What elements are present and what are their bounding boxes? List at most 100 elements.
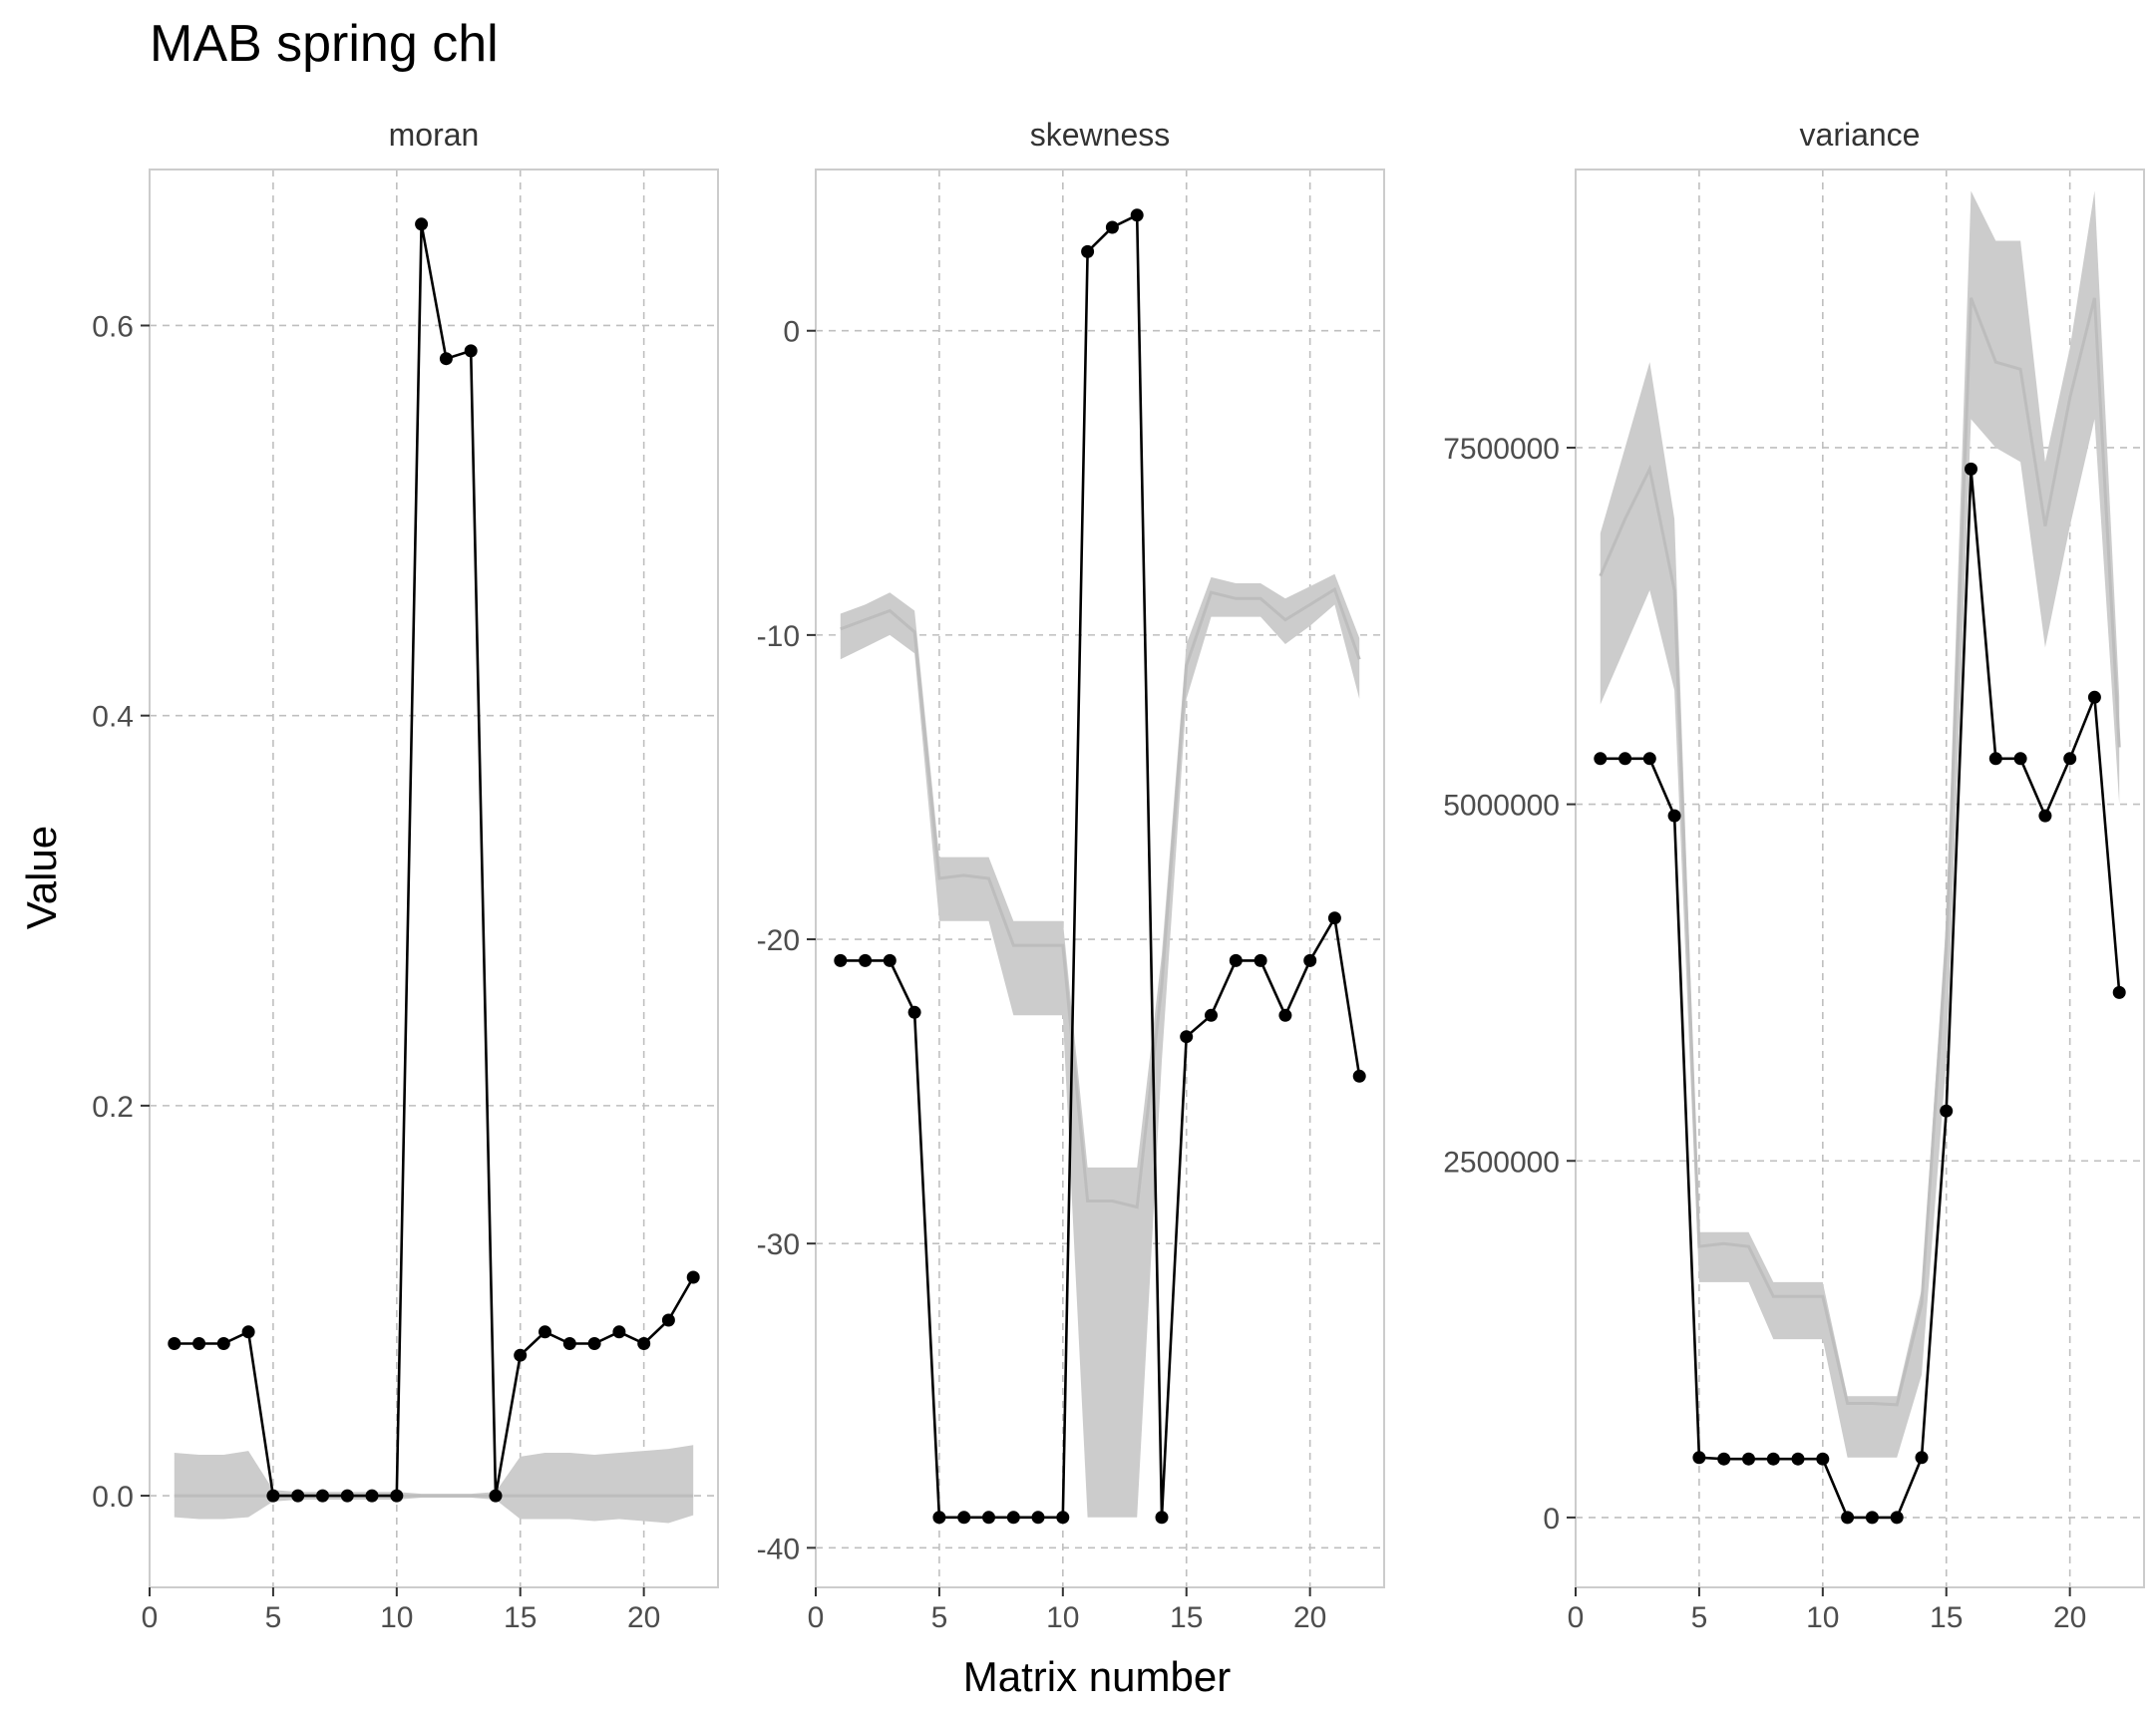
data-point (1692, 1451, 1706, 1465)
panel-variance: variance 0 5 10 15 20 0 2500000 5000000 7500000 (1443, 117, 2145, 1634)
y-tick-label: 7500000 (1443, 433, 1560, 466)
data-point (1056, 1511, 1070, 1525)
data-point (2087, 690, 2101, 704)
data-point (365, 1489, 379, 1503)
x-tick-label: 15 (1930, 1601, 1963, 1634)
data-point (1717, 1452, 1731, 1466)
y-tick-label: -10 (757, 620, 800, 653)
observed-line (840, 212, 1361, 1520)
data-point (1205, 1008, 1218, 1022)
panel-frame (815, 169, 1385, 1588)
data-point (1988, 752, 2002, 766)
data-point (982, 1511, 995, 1525)
data-point (439, 352, 453, 366)
data-point (2112, 985, 2126, 999)
data-point (1352, 1069, 1366, 1083)
data-point (661, 1313, 675, 1327)
data-point (1865, 1511, 1879, 1525)
x-tick-label: 5 (931, 1601, 948, 1634)
data-point (2063, 752, 2077, 766)
data-point (957, 1511, 971, 1525)
data-point (1254, 953, 1267, 967)
x-tick-label: 0 (808, 1601, 825, 1634)
data-point (1766, 1452, 1780, 1466)
data-point (1278, 1008, 1292, 1022)
data-point (1105, 220, 1119, 234)
x-tick-label: 20 (1293, 1601, 1326, 1634)
data-point (1816, 1452, 1830, 1466)
confidence-band (840, 573, 1360, 1518)
data-point (1742, 1452, 1755, 1466)
x-tick-label: 20 (627, 1601, 660, 1634)
data-point (1940, 1104, 1954, 1118)
confidence-band (174, 1445, 694, 1524)
panel-frame (1575, 169, 2145, 1588)
data-point (883, 953, 897, 967)
data-point (464, 344, 478, 358)
x-tick-label: 15 (1170, 1601, 1203, 1634)
y-tick-label: 0.4 (92, 701, 134, 734)
x-tick-label: 5 (1691, 1601, 1708, 1634)
data-point (1841, 1511, 1855, 1525)
x-tick-label: 10 (380, 1601, 413, 1634)
data-point (1155, 1511, 1169, 1525)
panel-title-moran: moran (389, 117, 480, 153)
data-point (168, 1337, 181, 1350)
x-tick-label: 0 (1568, 1601, 1585, 1634)
data-point (932, 1511, 946, 1525)
observed-line (174, 223, 695, 1498)
data-point (514, 1348, 528, 1362)
data-point (907, 1005, 921, 1019)
data-point (637, 1337, 651, 1350)
data-point (192, 1337, 206, 1350)
data-point (859, 953, 873, 967)
data-point (1890, 1511, 1904, 1525)
data-point (2038, 809, 2052, 823)
y-tick-label: 5000000 (1443, 790, 1560, 823)
x-tick-label: 15 (504, 1601, 537, 1634)
y-tick-label: 0.2 (92, 1091, 134, 1124)
y-tick-label: 0 (1543, 1503, 1560, 1536)
x-tick-label: 20 (2053, 1601, 2086, 1634)
data-point (266, 1489, 280, 1503)
data-point (316, 1489, 329, 1503)
data-point (216, 1337, 230, 1350)
chart-title: MAB spring chl (150, 15, 499, 73)
data-point (390, 1489, 404, 1503)
data-point (1667, 809, 1681, 823)
data-point (1081, 244, 1095, 258)
band-mean-line (1599, 297, 2121, 1407)
y-tick-label: 0.0 (92, 1481, 134, 1514)
panel-skewness: skewness 0 5 10 15 20 0 -10 -20 -30 -40 (757, 117, 1385, 1634)
data-point (1642, 752, 1656, 766)
x-tick-label: 10 (1806, 1601, 1839, 1634)
data-point (340, 1489, 354, 1503)
x-axis-label: Matrix number (962, 1653, 1232, 1700)
data-point (291, 1489, 305, 1503)
data-point (587, 1337, 601, 1350)
data-point (489, 1489, 503, 1503)
data-point (415, 217, 429, 231)
data-point (686, 1270, 700, 1284)
data-point (1130, 208, 1144, 222)
y-tick-label: 2500000 (1443, 1146, 1560, 1179)
data-point (241, 1325, 255, 1339)
y-axis-label: Value (18, 825, 65, 930)
data-point (612, 1325, 626, 1339)
data-point (1303, 953, 1317, 967)
y-tick-label: -20 (757, 924, 800, 957)
x-tick-label: 5 (265, 1601, 282, 1634)
confidence-band (1600, 190, 2120, 1458)
data-point (1915, 1451, 1929, 1465)
data-point (834, 953, 848, 967)
observed-line (1600, 469, 2121, 1520)
data-point (2013, 752, 2027, 766)
panel-moran: moran 0 5 10 15 20 0.0 0.2 0.4 0.6 (92, 117, 719, 1634)
y-tick-label: -30 (757, 1228, 800, 1261)
data-point (1180, 1030, 1194, 1044)
data-point (562, 1337, 576, 1350)
panel-frame (149, 169, 719, 1588)
x-tick-label: 0 (142, 1601, 159, 1634)
